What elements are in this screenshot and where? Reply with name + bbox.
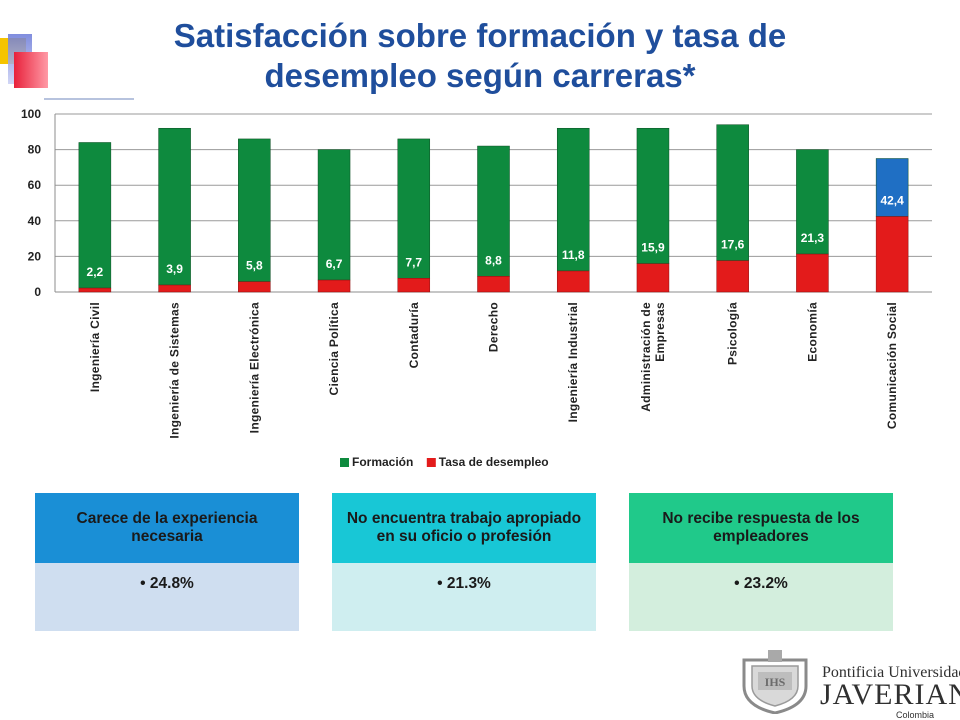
data-label: 21,3 bbox=[801, 231, 825, 245]
x-tick-label-line: Comunicación Social bbox=[885, 302, 899, 429]
x-tick-label-line: Administración de bbox=[639, 302, 653, 412]
bar-tasa-desempleo bbox=[158, 284, 191, 293]
reason-box-2-heading: No encuentra trabajo apropiado en su ofi… bbox=[332, 493, 596, 563]
y-tick-label: 60 bbox=[28, 178, 42, 192]
svg-text:IHS: IHS bbox=[765, 675, 786, 689]
data-label: 6,7 bbox=[326, 257, 343, 271]
data-label: 5,8 bbox=[246, 259, 263, 273]
bar-tasa-desempleo bbox=[238, 281, 271, 293]
reason-box-3-body: • 23.2% bbox=[629, 563, 893, 631]
x-tick-label-line: Ciencia Política bbox=[327, 302, 341, 396]
bar-tasa-desempleo bbox=[397, 278, 431, 293]
bar-tasa-desempleo bbox=[78, 287, 112, 293]
logo-line-2: JAVERIANA bbox=[820, 678, 960, 711]
university-crest-icon: IHS bbox=[742, 650, 808, 714]
x-tick-label: Ingeniería Civil bbox=[88, 302, 102, 392]
x-tick-label-line: Ingeniería de Sistemas bbox=[168, 302, 182, 439]
bar-tasa-desempleo bbox=[317, 279, 351, 293]
reason-box-2: No encuentra trabajo apropiado en su ofi… bbox=[332, 493, 596, 631]
y-axis-ticks: 0 20 40 60 80 100 bbox=[21, 107, 41, 299]
reason-box-1: Carece de la experiencia necesaria • 24.… bbox=[35, 493, 299, 631]
x-tick-label-line: Ingeniería Civil bbox=[88, 302, 102, 392]
reason-box-3-value: 23.2% bbox=[743, 575, 788, 592]
data-label: 15,9 bbox=[641, 241, 665, 255]
x-tick-label: Administración de Empresas bbox=[639, 302, 667, 412]
reason-box-3-heading: No recibe respuesta de los empleadores bbox=[629, 493, 893, 563]
bar-formacion bbox=[477, 145, 510, 277]
x-tick-label: Comunicación Social bbox=[885, 302, 899, 429]
bar-formacion bbox=[317, 149, 351, 281]
title-line-2: desempleo según carreras* bbox=[264, 57, 696, 94]
x-tick-label-line: Economía bbox=[805, 302, 819, 362]
x-axis-ticks: Ingeniería Civil Ingeniería de Sistemas In… bbox=[88, 302, 899, 439]
bar-tasa-desempleo bbox=[716, 260, 749, 293]
page-title: Satisfacción sobre formación y tasa de d… bbox=[0, 16, 960, 96]
x-tick-label-line: Ingeniería Electrónica bbox=[247, 302, 261, 433]
bar-formacion bbox=[636, 127, 670, 264]
bars bbox=[78, 124, 909, 293]
x-tick-label: Contaduría bbox=[407, 302, 421, 368]
data-label: 17,6 bbox=[721, 238, 745, 252]
bar-formacion bbox=[556, 127, 590, 272]
title-line-1: Satisfacción sobre formación y tasa de bbox=[173, 17, 787, 54]
y-tick-label: 20 bbox=[28, 249, 42, 263]
y-tick-label: 100 bbox=[21, 107, 41, 121]
chart-legend: Formación Tasa de desempleo bbox=[340, 455, 549, 469]
bar-formacion bbox=[716, 124, 749, 261]
university-logo: IHS Pontificia Universidad JAVERIANA Col… bbox=[738, 650, 960, 720]
y-tick-label: 80 bbox=[28, 143, 42, 157]
decor-square-red bbox=[14, 52, 48, 88]
decor-line bbox=[44, 98, 134, 100]
bar-tasa-desempleo bbox=[875, 216, 909, 293]
legend-label: Tasa de desempleo bbox=[439, 455, 549, 469]
x-tick-label: Psicología bbox=[726, 302, 740, 365]
bar-formacion bbox=[158, 127, 191, 286]
x-tick-label-line: Ingeniería Industrial bbox=[566, 302, 580, 422]
bar-formacion bbox=[875, 158, 909, 217]
reason-box-3: No recibe respuesta de los empleadores •… bbox=[629, 493, 893, 631]
bar-formacion bbox=[397, 138, 431, 279]
x-tick-label-line: Contaduría bbox=[407, 302, 421, 368]
data-label: 3,9 bbox=[166, 262, 183, 276]
stacked-bar-chart: 2,2 3,9 5,8 6,7 7,7 8,8 11,8 15,9 17,6 21,3 42,4 0… bbox=[21, 107, 932, 469]
x-tick-label-line: Empresas bbox=[653, 302, 667, 362]
logo-line-1: Pontificia Universidad bbox=[822, 664, 960, 681]
x-tick-label: Ciencia Política bbox=[327, 302, 341, 396]
legend-swatch bbox=[340, 458, 349, 467]
x-tick-label-line: Psicología bbox=[726, 302, 740, 365]
data-labels: 2,2 3,9 5,8 6,7 7,7 8,8 11,8 15,9 17,6 21,3 42,4 bbox=[87, 194, 905, 280]
y-tick-label: 40 bbox=[28, 214, 42, 228]
x-tick-label: Ingeniería Industrial bbox=[566, 302, 580, 422]
x-tick-label-line: Derecho bbox=[487, 302, 501, 352]
data-label: 7,7 bbox=[405, 255, 422, 269]
reason-box-1-body: • 24.8% bbox=[35, 563, 299, 631]
data-label: 2,2 bbox=[87, 265, 104, 279]
reason-box-2-body: • 21.3% bbox=[332, 563, 596, 631]
logo-line-3: Colombia bbox=[896, 710, 935, 720]
bar-formacion bbox=[238, 138, 271, 282]
data-label: 42,4 bbox=[880, 194, 904, 208]
bar-tasa-desempleo bbox=[556, 270, 590, 293]
bar-formacion bbox=[78, 142, 112, 289]
reason-box-1-heading: Carece de la experiencia necesaria bbox=[35, 493, 299, 563]
bar-tasa-desempleo bbox=[796, 253, 829, 293]
x-tick-label: Ingeniería Electrónica bbox=[247, 302, 261, 433]
x-tick-label: Ingeniería de Sistemas bbox=[168, 302, 182, 439]
reason-box-1-value: 24.8% bbox=[149, 575, 194, 592]
x-tick-label: Derecho bbox=[487, 302, 501, 352]
bar-tasa-desempleo bbox=[477, 276, 510, 293]
bar-tasa-desempleo bbox=[636, 263, 670, 293]
data-label: 11,8 bbox=[562, 248, 585, 262]
data-label: 8,8 bbox=[485, 253, 502, 267]
corner-decoration bbox=[0, 0, 134, 100]
bar-formacion bbox=[796, 149, 829, 255]
x-tick-label: Economía bbox=[805, 302, 819, 362]
reason-box-2-value: 21.3% bbox=[446, 575, 491, 592]
legend-label: Formación bbox=[352, 455, 413, 469]
y-tick-label: 0 bbox=[34, 285, 41, 299]
legend-swatch bbox=[426, 458, 436, 467]
